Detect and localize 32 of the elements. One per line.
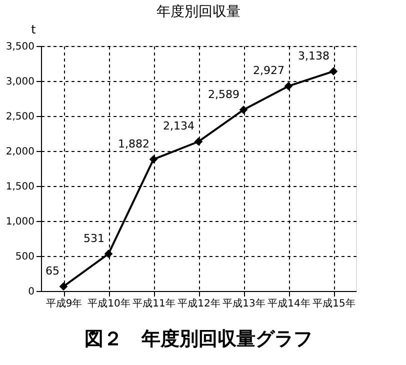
- x-tick-label: 平成12年: [178, 298, 220, 310]
- point: [239, 106, 248, 114]
- x-tick-label: 平成14年: [268, 298, 310, 310]
- data-label: 2,927: [253, 64, 284, 78]
- y-tick-label: 2,000: [6, 146, 34, 158]
- x-tick-label: 平成15年: [312, 298, 356, 310]
- data-label: 2,134: [163, 120, 194, 133]
- data-label: 3,138: [298, 49, 330, 62]
- x-tick-label: 平成10年: [88, 298, 130, 310]
- point: [194, 137, 203, 146]
- point: [104, 250, 113, 258]
- caption: 図２ 年度別回収量グラフ: [84, 328, 312, 350]
- point: [59, 282, 68, 291]
- chart-title: 年度別回収量: [156, 4, 240, 20]
- data-label: 531: [84, 232, 104, 245]
- point: [149, 155, 158, 164]
- data-label: 2,589: [208, 88, 240, 101]
- y-tick-label: 3,500: [6, 42, 34, 52]
- y-tick-label: 0: [28, 286, 34, 298]
- x-tick-label: 平成9年: [46, 298, 82, 310]
- point: [284, 82, 293, 90]
- data-label: 1,882: [118, 137, 150, 150]
- data-label: 65: [46, 264, 60, 278]
- x-tick-label: 平成13年: [222, 298, 266, 310]
- x-tick-label: 平成11年: [132, 298, 176, 310]
- y-tick-label: 1,000: [6, 216, 34, 228]
- y-tick-label: 2,500: [6, 112, 34, 122]
- y-axis-title: t: [31, 22, 36, 36]
- y-tick-label: 3,000: [6, 76, 34, 88]
- y-tick-label: 500: [15, 252, 34, 262]
- y-tick-label: 1,500: [6, 182, 34, 192]
- point: [329, 67, 338, 76]
